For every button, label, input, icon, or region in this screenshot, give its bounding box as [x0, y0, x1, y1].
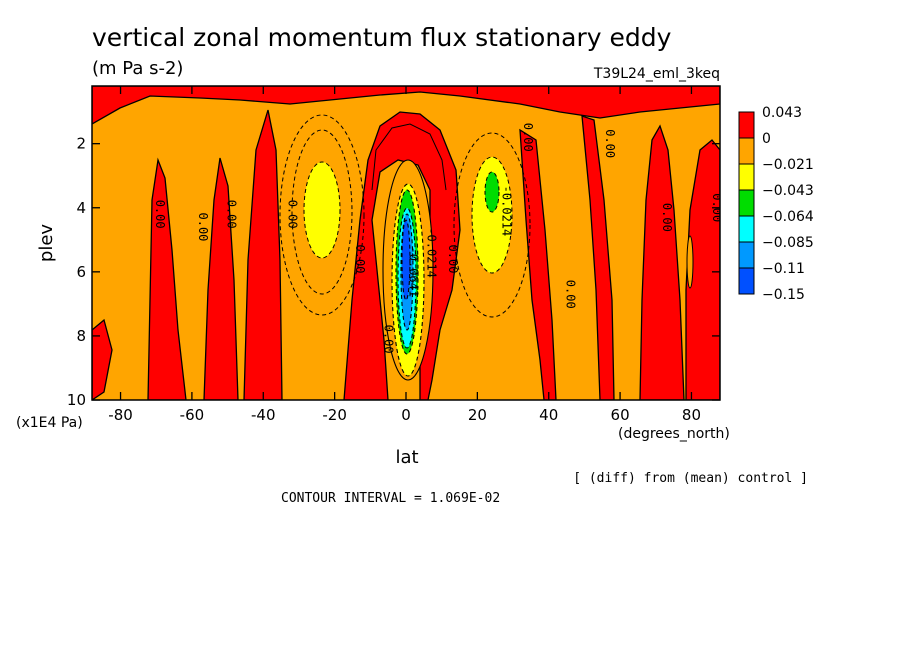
x-axis-units: (degrees_north)	[618, 426, 730, 442]
sh-negative-anomaly	[279, 114, 365, 316]
y-tick-label: 8	[76, 327, 86, 345]
red-sh-strip-3	[243, 109, 283, 400]
x-tick-label: 60	[611, 406, 630, 424]
colorbar-swatch	[738, 267, 755, 295]
colorbar-label: 0.043	[762, 105, 802, 121]
diff-note: [ (diff) from (mean) control ]	[573, 471, 808, 486]
colorbar-swatch	[738, 163, 755, 191]
x-tick-label: -80	[108, 406, 133, 424]
contour-label: -0.0214	[499, 186, 513, 237]
x-tick-label: 0	[401, 406, 411, 424]
colorbar-label: −0.085	[762, 235, 814, 251]
x-tick-label: -20	[322, 406, 347, 424]
contour-label: 0.00	[521, 123, 535, 152]
nh-negative-anomaly	[453, 132, 531, 318]
chart-subtitle: (m Pa s-2)	[92, 58, 183, 79]
red-sh-strip-2	[203, 157, 239, 400]
contour-label: 0.00	[225, 200, 239, 229]
y-axis-units: (x1E4 Pa)	[16, 415, 83, 431]
contour-label: 0.00	[353, 245, 367, 274]
colorbar: 0.043 0 −0.021 −0.043 −0.064 −0.085 −0.11 −0.15	[738, 105, 814, 303]
contour-label: 0.00	[446, 245, 460, 274]
y-tick-label: 4	[76, 199, 86, 217]
contour-label: 0.00	[603, 129, 617, 158]
red-sh-left-edge	[92, 318, 113, 400]
red-nh-strip-4	[685, 139, 720, 400]
x-tick-label: 40	[539, 406, 558, 424]
y-axis: 2 4 6 8 10	[67, 135, 720, 409]
colorbar-swatch	[738, 241, 755, 269]
contour-label: -0.0214	[424, 227, 438, 278]
run-label: T39L24_eml_3keq	[593, 66, 720, 82]
colorbar-swatch	[738, 137, 755, 165]
y-tick-label: 6	[76, 263, 86, 281]
colorbar-label: −0.11	[762, 261, 805, 277]
x-tick-label: 20	[468, 406, 487, 424]
colorbar-label: −0.15	[762, 287, 805, 303]
x-axis: -80 -60 -40 -20 0 20 40 60 80	[108, 86, 701, 424]
plot-area: 0.00 0.00 0.00 0.00 0.00 0.00 0.00 0.00 0.00 0.00…	[91, 85, 721, 401]
x-tick-label: -60	[180, 406, 205, 424]
orange-gap	[686, 235, 694, 289]
y-tick-label: 2	[76, 135, 86, 153]
colorbar-label: −0.064	[762, 209, 814, 225]
contour-label: 0.00	[153, 200, 167, 229]
colorbar-label: 0	[762, 131, 771, 147]
red-nh-strip-1	[519, 128, 557, 400]
colorbar-label: −0.021	[762, 157, 814, 173]
y-tick-label: 10	[67, 391, 86, 409]
chart-title: vertical zonal momentum flux stationary …	[92, 23, 672, 52]
colorbar-swatch	[738, 189, 755, 217]
contour-label: 0.00	[564, 280, 578, 309]
colorbar-swatch	[738, 111, 755, 139]
x-axis-label: lat	[395, 447, 418, 468]
red-sh-strip-1	[147, 157, 187, 400]
red-nh-strip-3	[639, 124, 685, 400]
red-top-band	[92, 86, 720, 125]
x-tick-label: 80	[682, 406, 701, 424]
contour-interval: CONTOUR INTERVAL = 1.069E-02	[281, 491, 500, 506]
equator-negative-anomaly	[382, 159, 434, 381]
contour-label: 0.00	[285, 200, 299, 229]
contour-label: -0.0641	[407, 247, 421, 298]
red-nh-strip-2	[581, 115, 615, 400]
colorbar-swatch	[738, 215, 755, 243]
contour-label: 0.00	[660, 203, 674, 232]
y-axis-label: plev	[36, 224, 57, 263]
x-tick-label: -40	[251, 406, 276, 424]
red-inner-contour	[371, 123, 447, 191]
contour-labels: 0.00 0.00 0.00 0.00 0.00 0.00 0.00 0.00 0.00 0.00…	[153, 123, 720, 354]
contour-label: 0.00	[196, 213, 210, 242]
colorbar-label: −0.043	[762, 183, 814, 199]
contour-label: 0.00	[382, 325, 396, 354]
